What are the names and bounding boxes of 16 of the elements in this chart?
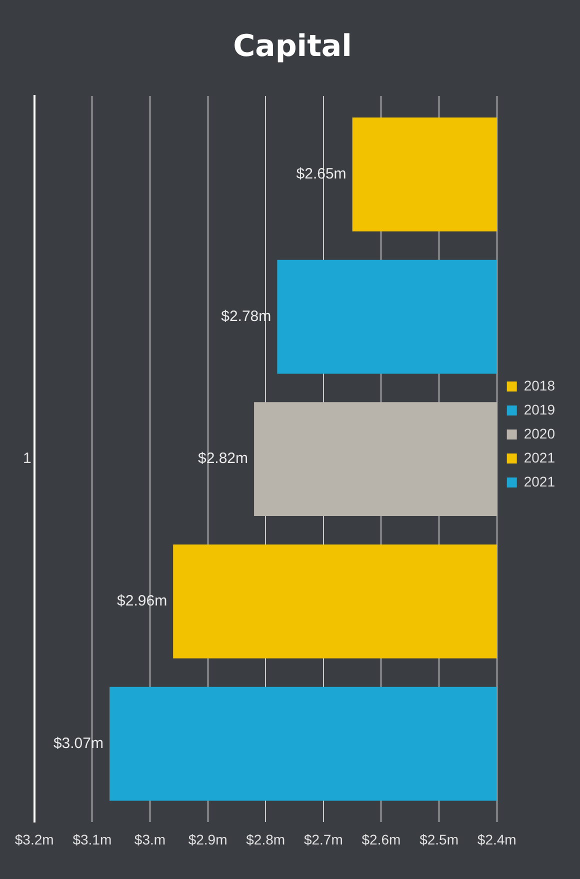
legend-label: 2020 <box>524 425 556 442</box>
x-tick-label: $3.1m <box>72 831 112 848</box>
y-tick-label: 1 <box>23 450 32 468</box>
x-tick-label: $2.5m <box>420 831 458 848</box>
x-tick-label: $2.9m <box>188 831 228 848</box>
legend-label: 2021 <box>524 449 556 466</box>
chart-title: Capital <box>233 28 352 64</box>
legend-label: 2018 <box>524 377 556 394</box>
x-tick-label: $2.6m <box>362 831 401 848</box>
x-tick-label: $3.m <box>134 831 166 848</box>
legend-label: 2021 <box>524 473 556 490</box>
x-tick-label: $2.7m <box>304 831 343 848</box>
legend-label: 2019 <box>524 401 556 418</box>
x-tick-label: $3.2m <box>14 831 54 848</box>
x-tick-label: $2.8m <box>246 831 286 848</box>
x-tick-label: $2.4m <box>477 831 516 848</box>
